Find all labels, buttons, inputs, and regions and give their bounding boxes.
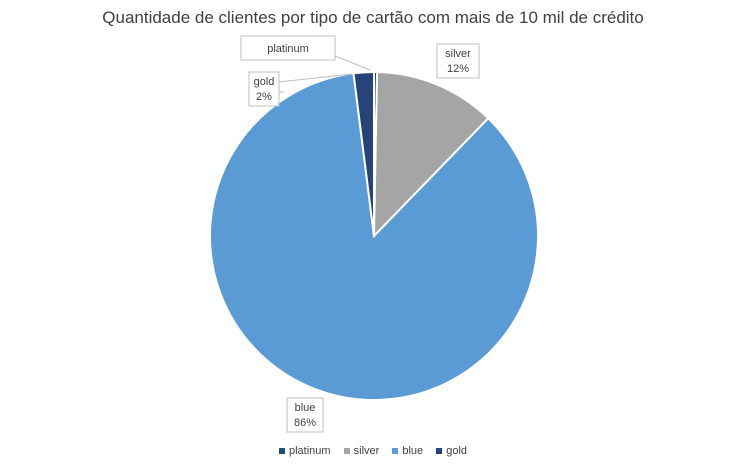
label-box-blue xyxy=(286,397,324,433)
legend-swatch-gold xyxy=(436,448,443,455)
legend-swatch-silver xyxy=(343,448,350,455)
label-value-blue: 86% xyxy=(294,417,316,429)
legend-item-gold: gold xyxy=(436,445,467,457)
data-label-gold: gold 2% xyxy=(248,71,353,107)
label-box-platinum xyxy=(240,35,336,61)
legend-label-silver: silver xyxy=(353,445,380,457)
chart-title: Quantidade de clientes por tipo de cartã… xyxy=(102,8,644,27)
data-label-blue: blue 86% xyxy=(286,397,324,433)
label-box-silver xyxy=(436,43,480,79)
legend-item-blue: blue xyxy=(392,445,423,457)
leader-line-gold xyxy=(278,73,353,83)
legend-swatch-blue xyxy=(392,448,399,455)
legend-label-blue: blue xyxy=(402,445,424,457)
label-value-silver: 12% xyxy=(447,63,469,75)
label-box-gold xyxy=(248,71,280,107)
data-label-platinum: platinum xyxy=(240,35,371,71)
label-name-silver: silver xyxy=(445,48,471,60)
pie-slice-gold xyxy=(352,70,375,237)
legend-item-platinum: platinum xyxy=(278,445,331,457)
pie-slice-silver xyxy=(372,71,490,239)
label-name-gold: gold xyxy=(254,76,275,88)
legend-label-platinum: platinum xyxy=(288,445,331,457)
label-name-platinum: platinum xyxy=(267,43,309,55)
legend-swatch-platinum xyxy=(278,448,285,455)
legend-label-gold: gold xyxy=(446,445,468,457)
chart-legend: platinum silver blue gold xyxy=(0,445,746,457)
data-label-silver: silver 12% xyxy=(436,43,480,79)
pie-slice-blue xyxy=(209,72,539,401)
label-value-gold: 2% xyxy=(256,91,272,103)
leader-line-platinum xyxy=(334,55,371,71)
legend-item-silver: silver xyxy=(343,445,380,457)
label-name-blue: blue xyxy=(295,402,316,414)
